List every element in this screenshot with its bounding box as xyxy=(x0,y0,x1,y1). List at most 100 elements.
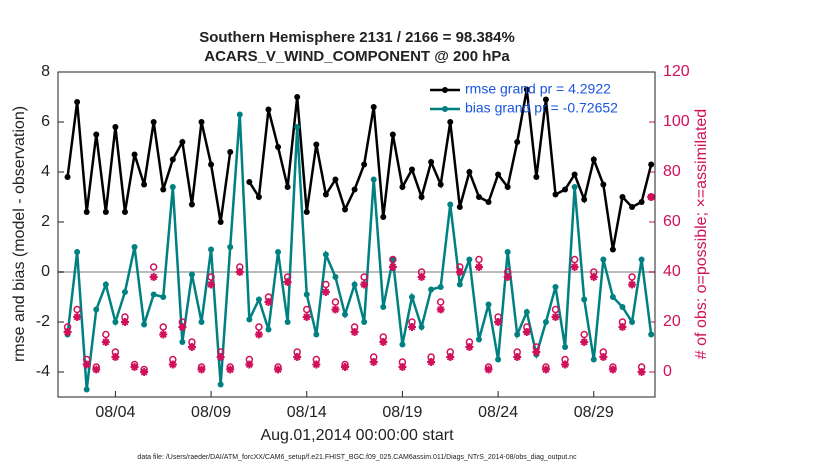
obs-assimilated xyxy=(628,280,637,289)
point xyxy=(456,204,463,210)
obs-assimilated xyxy=(455,268,464,276)
point xyxy=(380,214,387,220)
obs-assimilated xyxy=(541,365,550,374)
x-tick-label: 08/14 xyxy=(287,404,327,421)
y-tick-label: 8 xyxy=(41,63,50,80)
obs-assimilated xyxy=(130,363,139,371)
obs-assimilated xyxy=(398,363,407,371)
obs-assimilated xyxy=(379,338,388,346)
obs-possible xyxy=(322,280,330,289)
obs-assimilated xyxy=(341,363,350,371)
obs-assimilated xyxy=(274,365,283,374)
obs-assimilated xyxy=(321,288,330,296)
point xyxy=(485,301,492,308)
legend-label: bias grand pr = -0.72652 xyxy=(465,100,618,116)
obs-assimilated xyxy=(484,365,493,374)
obs-possible xyxy=(628,273,636,281)
point xyxy=(380,304,387,310)
x-axis-label: Aug.01,2014 00:00:00 start xyxy=(260,427,454,444)
point xyxy=(571,184,578,190)
point xyxy=(83,209,90,215)
y2-tick-label: 40 xyxy=(663,263,681,280)
point xyxy=(408,294,415,300)
point xyxy=(523,86,530,93)
point xyxy=(227,244,234,250)
point xyxy=(83,386,90,393)
obs-possible xyxy=(551,305,560,314)
point xyxy=(447,119,454,125)
point xyxy=(590,156,597,163)
point xyxy=(198,319,205,325)
point xyxy=(619,194,626,200)
obs-assimilated xyxy=(73,313,82,321)
point xyxy=(332,176,339,183)
point xyxy=(485,199,492,205)
point xyxy=(131,244,138,250)
x-tick-label: 08/19 xyxy=(382,404,422,421)
obs-assimilated xyxy=(465,343,474,351)
point xyxy=(275,249,282,255)
point xyxy=(275,144,282,150)
obs-assimilated xyxy=(331,305,340,314)
y-tick-label: 0 xyxy=(41,263,50,280)
point xyxy=(475,336,482,343)
point xyxy=(514,331,521,338)
point xyxy=(590,356,597,363)
chart-subtitle: ACARS_V_WIND_COMPONENT @ 200 hPa xyxy=(204,48,510,65)
point xyxy=(246,316,253,323)
point xyxy=(609,294,616,300)
point xyxy=(208,246,215,253)
point xyxy=(217,219,224,225)
point xyxy=(447,201,454,208)
obs-assimilated xyxy=(608,365,617,374)
point xyxy=(208,161,215,168)
point xyxy=(351,186,358,193)
point xyxy=(93,131,100,138)
point xyxy=(332,274,339,280)
y-axis-label: rmse and bias (model - observation) xyxy=(11,106,28,362)
point xyxy=(600,256,607,263)
obs-assimilated xyxy=(168,360,177,369)
obs-possible xyxy=(149,263,158,271)
point xyxy=(523,309,530,315)
point xyxy=(198,119,205,125)
point xyxy=(370,104,377,110)
obs-assimilated xyxy=(92,365,101,374)
obs-assimilated xyxy=(111,353,120,361)
obs-possible xyxy=(360,273,368,281)
plot-frame xyxy=(57,71,656,398)
point xyxy=(160,186,167,193)
series-line xyxy=(66,114,653,390)
point xyxy=(552,284,559,290)
point xyxy=(542,319,549,325)
y2-tick-label: 20 xyxy=(663,313,681,330)
obs-assimilated xyxy=(302,313,311,321)
point xyxy=(542,96,549,103)
point xyxy=(428,286,435,293)
obs-assimilated xyxy=(436,305,445,314)
obs-assimilated xyxy=(235,268,244,276)
point xyxy=(255,296,262,303)
point xyxy=(648,161,655,168)
point xyxy=(466,256,473,263)
point xyxy=(141,181,148,188)
obs-assimilated xyxy=(513,353,522,361)
point xyxy=(342,206,349,213)
point xyxy=(399,184,406,190)
point xyxy=(437,284,444,290)
point xyxy=(418,194,425,200)
point xyxy=(571,171,578,178)
point xyxy=(303,209,310,215)
y-tick-label: -2 xyxy=(36,313,50,330)
point xyxy=(294,124,301,130)
point xyxy=(169,184,176,190)
obs-possible xyxy=(570,255,579,264)
y-tick-label: 2 xyxy=(41,213,50,230)
obs-assimilated xyxy=(570,263,579,271)
point xyxy=(629,204,636,210)
obs-assimilated xyxy=(580,338,589,346)
point xyxy=(581,296,588,303)
point xyxy=(418,324,425,330)
point xyxy=(121,289,128,295)
point xyxy=(121,209,128,215)
